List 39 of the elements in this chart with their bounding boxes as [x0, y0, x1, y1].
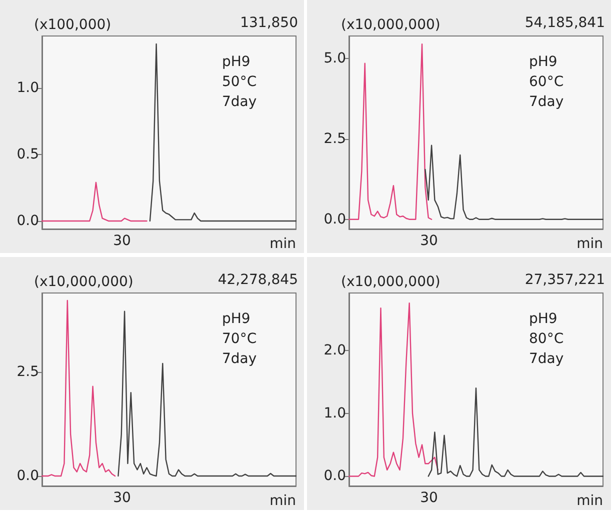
text: 30 [420, 233, 438, 249]
y-tick-label: 1.0 [16, 80, 39, 96]
x-axis-title: min [270, 236, 296, 252]
line-series [41, 182, 148, 222]
line-series [424, 144, 604, 220]
line-series [348, 43, 432, 220]
line-series [348, 302, 438, 477]
x-axis-title: min [270, 493, 296, 509]
x-axis-title: min [576, 493, 603, 509]
line-series [118, 310, 297, 477]
annotation: pH9 60°C 7day [529, 54, 564, 110]
y-axis-title: (x10,000,000) [341, 274, 440, 290]
y-tick-label: 5.0 [324, 50, 346, 67]
y-tick-label: 2.0 [324, 342, 346, 358]
y-tick-label: 1.0 [324, 405, 346, 422]
y-axis-title: (x10,000,000) [341, 17, 440, 33]
text: 30 [420, 490, 438, 506]
x-axis-title: min [576, 236, 603, 252]
text: 54,185,841 [524, 15, 606, 31]
line-series [149, 43, 297, 222]
y-tick-label: 0.0 [16, 213, 39, 230]
y-tick-label: 0.0 [324, 211, 346, 228]
text: 27,357,221 [524, 272, 606, 288]
annotation: pH9 70°C 7day [222, 311, 257, 367]
y-tick-label: 0.0 [324, 468, 346, 484]
y-tick-label: 0.5 [16, 146, 39, 162]
annotation: pH9 80°C 7day [529, 311, 564, 367]
y-tick-label: 0.0 [16, 468, 39, 484]
y-tick-label: 2.5 [324, 130, 346, 147]
y-tick-label: 2.5 [16, 364, 39, 380]
line-series [41, 300, 116, 477]
text: 131,850 [240, 15, 298, 31]
line-series [428, 387, 604, 477]
text: 30 [113, 490, 131, 506]
annotation: pH9 50°C 7day [222, 54, 257, 110]
text: 42,278,845 [218, 272, 298, 288]
y-axis-title: (x100,000) [34, 17, 112, 33]
y-axis-title: (x10,000,000) [34, 274, 134, 290]
text: 30 [113, 233, 131, 249]
